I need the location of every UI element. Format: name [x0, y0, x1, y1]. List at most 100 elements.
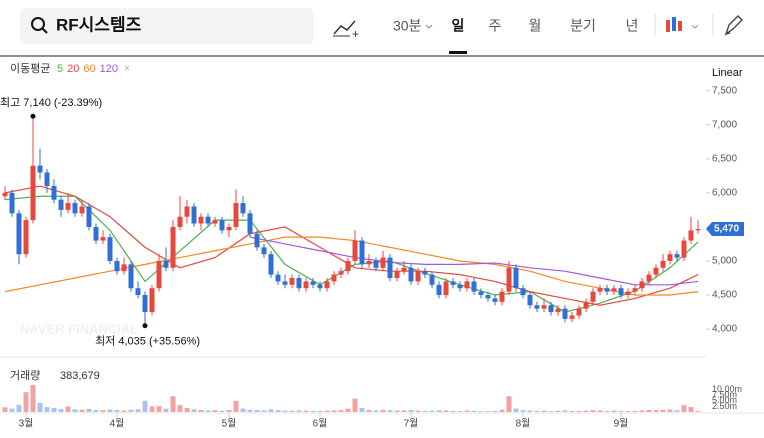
draw-icon[interactable]	[724, 15, 743, 36]
candle-body	[100, 237, 106, 241]
candle-body	[296, 278, 302, 289]
period-tab[interactable]: 월	[529, 18, 542, 34]
candle-body	[436, 284, 442, 296]
dropdown-icon[interactable]	[425, 24, 433, 29]
volume-bar	[219, 410, 225, 412]
volume-bar	[611, 410, 617, 412]
volume-bar	[695, 411, 701, 412]
volume-bar	[233, 400, 239, 412]
y-tick-label: 4,500	[712, 290, 737, 301]
candle-body	[527, 295, 533, 306]
candle-body	[352, 240, 358, 261]
candle-body	[639, 281, 645, 289]
candle-body	[163, 260, 169, 268]
period-tab[interactable]: 30분	[393, 18, 422, 34]
volume-bar	[443, 410, 449, 412]
candle-body	[205, 216, 211, 224]
high-dot	[30, 113, 36, 119]
period-tab[interactable]: 일	[452, 18, 465, 34]
candle-body	[688, 230, 694, 241]
candle-body	[142, 295, 148, 313]
volume-bar	[548, 411, 554, 412]
candle-body	[303, 281, 309, 289]
candle-body	[380, 257, 386, 268]
volume-bar	[9, 408, 15, 412]
candle-body	[121, 264, 127, 272]
volume-bar	[51, 407, 57, 412]
candle-body	[44, 172, 50, 187]
period-tab[interactable]: 분기	[570, 18, 596, 34]
candle-body	[254, 233, 260, 248]
volume-bar	[331, 410, 337, 412]
indicator-icon[interactable]	[333, 20, 356, 35]
last-price-box	[706, 221, 744, 236]
candle-body	[212, 220, 218, 224]
period-tab[interactable]: 주	[489, 18, 502, 34]
volume-bar	[541, 410, 547, 412]
candle-body	[247, 213, 253, 234]
candle-body	[128, 264, 134, 289]
volume-bar	[625, 411, 631, 412]
candle-body	[289, 278, 295, 285]
volume-bar	[324, 410, 330, 412]
candle-body	[86, 206, 92, 227]
candle-body	[275, 274, 281, 282]
scale-label[interactable]: Linear	[712, 67, 743, 79]
ma-legend[interactable]: 60	[83, 63, 95, 75]
low-dot	[142, 323, 148, 329]
volume-bar	[359, 407, 365, 412]
volume-bar	[30, 385, 36, 412]
y-tick-label: 5,000	[712, 256, 737, 267]
volume-bar	[156, 406, 162, 412]
candle-body	[331, 274, 337, 282]
volume-bar	[296, 410, 302, 412]
candle-body	[338, 271, 344, 275]
candle-body	[16, 213, 22, 255]
candle-body	[513, 267, 519, 289]
ma-legend[interactable]: 120	[100, 63, 118, 75]
legend-close[interactable]: ×	[124, 64, 130, 75]
indicator-icon: +	[352, 27, 359, 41]
candle-body	[401, 267, 407, 272]
candle-body	[415, 271, 421, 282]
candle-body	[408, 267, 414, 282]
volume-bar	[58, 409, 64, 412]
candle-body	[58, 199, 64, 210]
volume-bar	[240, 408, 246, 412]
candle-body	[30, 165, 36, 221]
volume-bar	[534, 410, 540, 412]
y-tick-label: 7,500	[712, 85, 737, 96]
volume-bar	[660, 409, 666, 412]
volume-bar	[555, 410, 561, 412]
volume-bar	[37, 403, 43, 412]
volume-bar	[478, 411, 484, 412]
ma-legend[interactable]: 20	[67, 63, 79, 75]
candle-body	[345, 260, 351, 272]
volume-bar	[653, 410, 659, 412]
candle-body	[93, 226, 99, 241]
tab-underline	[449, 51, 467, 54]
candle-body	[170, 226, 176, 268]
volume-bar	[303, 410, 309, 412]
period-tab[interactable]: 년	[626, 18, 639, 34]
volume-title: 거래량	[10, 369, 40, 382]
stock-name: RF시스템즈	[56, 15, 142, 34]
search-box[interactable]	[20, 8, 314, 44]
candle-type-icon[interactable]	[666, 17, 699, 32]
candle-body	[79, 206, 85, 214]
candle-body	[464, 281, 470, 289]
volume-tick-label: 7.50m	[712, 390, 737, 400]
volume-bar	[317, 410, 323, 412]
volume-bar	[345, 408, 351, 412]
candle-body	[485, 295, 491, 299]
volume-value: 383,679	[60, 370, 100, 382]
volume-bar	[366, 409, 372, 412]
volume-bar	[170, 396, 176, 412]
candle-body	[541, 305, 547, 309]
volume-bar	[499, 409, 505, 412]
volume-bar	[86, 408, 92, 412]
volume-tick-label: 2.50m	[712, 401, 737, 411]
volume-bar	[191, 409, 197, 412]
ma-legend[interactable]: 5	[57, 63, 63, 75]
candle-body	[261, 247, 267, 255]
